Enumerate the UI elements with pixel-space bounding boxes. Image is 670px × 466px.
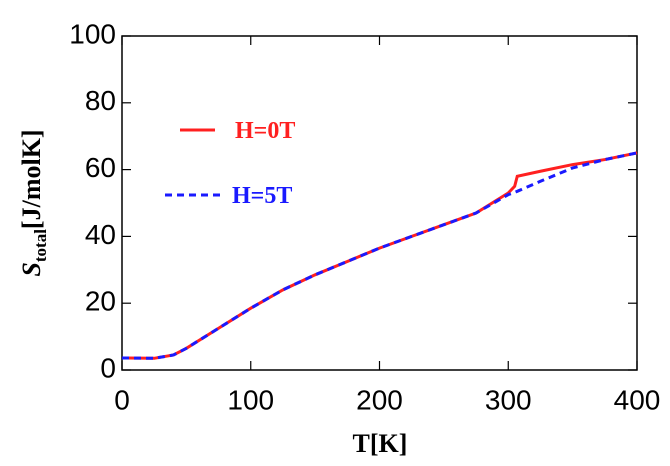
y-label-symbol: S — [17, 262, 46, 276]
y-tick-label: 100 — [69, 18, 116, 49]
y-tick-label: 20 — [85, 286, 116, 317]
y-tick-label: 60 — [85, 152, 116, 183]
y-label-subscript: total — [31, 229, 50, 262]
x-tick-label: 400 — [614, 384, 661, 415]
x-tick-label: 0 — [114, 384, 130, 415]
x-tick-label: 200 — [356, 384, 403, 415]
x-tick-label: 300 — [485, 384, 532, 415]
y-tick-label: 0 — [100, 352, 116, 383]
y-label-unit: [J/molK] — [17, 129, 46, 229]
legend-label: H=0T — [235, 118, 295, 144]
legend-label: H=5T — [232, 183, 292, 209]
x-axis-label: T[K] — [353, 429, 408, 458]
y-tick-label: 40 — [85, 219, 116, 250]
y-tick-label: 80 — [85, 85, 116, 116]
series-line — [121, 151, 638, 360]
x-tick-label: 100 — [227, 384, 274, 415]
plot-frame — [121, 35, 638, 371]
series-line — [121, 151, 638, 360]
y-axis-label: Stotal[J/molK] — [17, 129, 50, 276]
